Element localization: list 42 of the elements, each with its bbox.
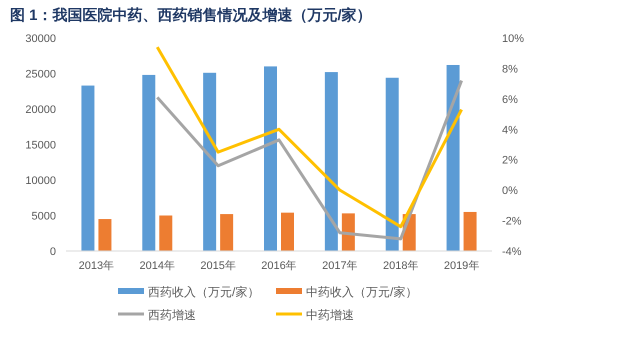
legend-label: 中药收入（万元/家） [306, 285, 418, 299]
bar [264, 66, 277, 251]
x-tick-label: 2017年 [322, 260, 358, 272]
x-tick-label: 2019年 [444, 260, 480, 272]
x-tick-label: 2016年 [261, 260, 297, 272]
y-tick-label: 0 [50, 246, 56, 258]
legend-label: 西药收入（万元/家） [148, 285, 260, 299]
bar [342, 213, 355, 251]
bar [324, 72, 338, 251]
bar [446, 64, 460, 251]
x-tick-label: 2014年 [140, 260, 176, 272]
y2-tick-label: -2% [502, 216, 522, 228]
bar [142, 74, 156, 251]
bar [98, 219, 112, 251]
y2-tick-label: 6% [502, 94, 518, 106]
y-tick-label: 10000 [25, 175, 56, 187]
line-series [156, 79, 464, 240]
bar [386, 78, 399, 251]
legend-label: 中药增速 [306, 308, 354, 322]
title: 图 1：我国医院中药、西药销售情况及增速（万元/家） [10, 7, 372, 24]
y-tick-label: 5000 [32, 210, 56, 222]
y2-tick-label: -4% [502, 246, 522, 258]
line-series [156, 46, 464, 228]
y-tick-label: 25000 [25, 68, 56, 80]
x-tick-label: 2015年 [200, 260, 236, 272]
bar [464, 212, 477, 251]
bar [281, 212, 294, 251]
bar [81, 86, 94, 251]
bar [203, 72, 216, 251]
bar [159, 216, 172, 251]
y-tick-label: 30000 [25, 33, 56, 45]
x-tick-label: 2013年 [78, 260, 114, 272]
y2-tick-label: 0% [502, 185, 518, 198]
legend-label: 西药增速 [148, 308, 196, 322]
y-tick-label: 20000 [25, 104, 56, 116]
y2-tick-label: 2% [502, 154, 518, 167]
y-tick-label: 15000 [25, 140, 56, 152]
bar [220, 214, 234, 251]
y2-tick-label: 10% [502, 33, 524, 45]
y2-tick-label: 4% [502, 124, 518, 136]
x-tick-label: 2018年 [382, 260, 418, 272]
y2-tick-label: 8% [502, 63, 518, 76]
